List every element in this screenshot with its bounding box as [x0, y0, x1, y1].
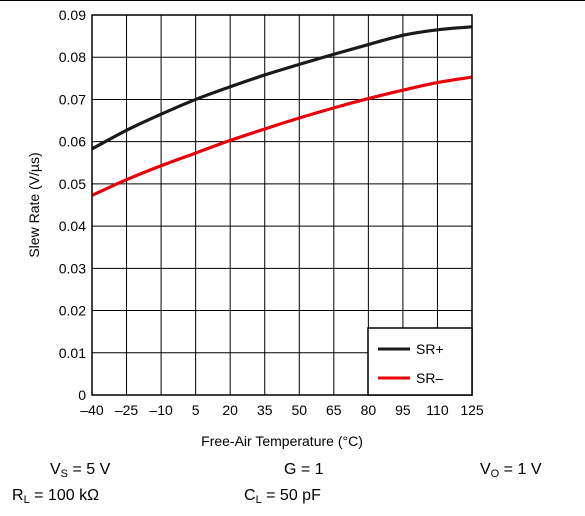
y-tick-label: 0.06	[59, 134, 86, 150]
series-line-sr-minus	[92, 77, 472, 195]
x-tick-label: 65	[326, 402, 342, 418]
condition-rl-symbol: R	[12, 487, 24, 504]
slew-rate-chart: –40 –25 –10 5 20 35 50 65 80 95 110 125 0 0.01 0.02 0.0…	[0, 0, 585, 455]
legend-label-sr-minus: SR–	[416, 370, 443, 386]
condition-rl: RL = 100 kΩ	[12, 487, 99, 506]
x-tick-label: –25	[115, 402, 139, 418]
condition-vo-symbol: V	[480, 461, 491, 478]
x-tick-label: 35	[257, 402, 273, 418]
y-tick-label: 0.07	[59, 91, 86, 107]
x-tick-label: 5	[192, 402, 200, 418]
x-tick-label: –10	[149, 402, 173, 418]
legend-label-sr-plus: SR+	[416, 341, 444, 357]
x-tick-label: 110	[426, 402, 449, 418]
condition-vo-value: = 1 V	[499, 461, 541, 478]
y-tick-label: 0.05	[59, 176, 86, 192]
x-tick-label: 20	[222, 402, 238, 418]
y-tick-label: 0.08	[59, 49, 86, 65]
condition-cl-value: = 50 pF	[262, 487, 321, 504]
condition-cl-symbol: C	[244, 487, 256, 504]
y-tick-label: 0.01	[59, 345, 86, 361]
y-tick-label: 0.09	[59, 7, 86, 23]
y-tick-label: 0	[78, 387, 86, 403]
y-tick-label: 0.04	[59, 218, 86, 234]
condition-rl-value: = 100 kΩ	[30, 487, 99, 504]
x-tick-label: 50	[291, 402, 307, 418]
y-tick-label: 0.02	[59, 303, 86, 319]
condition-vs-value: = 5 V	[68, 461, 110, 478]
x-tick-label: 125	[460, 402, 484, 418]
condition-cl: CL = 50 pF	[244, 487, 321, 506]
condition-vs-symbol: V	[50, 461, 61, 478]
condition-g-symbol: G	[284, 461, 296, 478]
condition-vo: VO = 1 V	[480, 461, 541, 480]
condition-g: G = 1	[284, 461, 324, 479]
x-tick-label: 95	[395, 402, 411, 418]
condition-vs: VS = 5 V	[50, 461, 110, 480]
condition-vs-subscript: S	[61, 468, 68, 480]
x-tick-label: 80	[361, 402, 377, 418]
series-lines	[92, 27, 472, 195]
legend: SR+ SR–	[368, 328, 472, 395]
y-axis-title: Slew Rate (V/µs)	[26, 152, 42, 257]
condition-g-value: = 1	[296, 461, 323, 478]
y-tick-label: 0.03	[59, 260, 86, 276]
condition-vo-subscript: O	[491, 468, 500, 480]
x-tick-label: –40	[80, 402, 104, 418]
x-axis-title: Free-Air Temperature (°C)	[201, 433, 363, 449]
